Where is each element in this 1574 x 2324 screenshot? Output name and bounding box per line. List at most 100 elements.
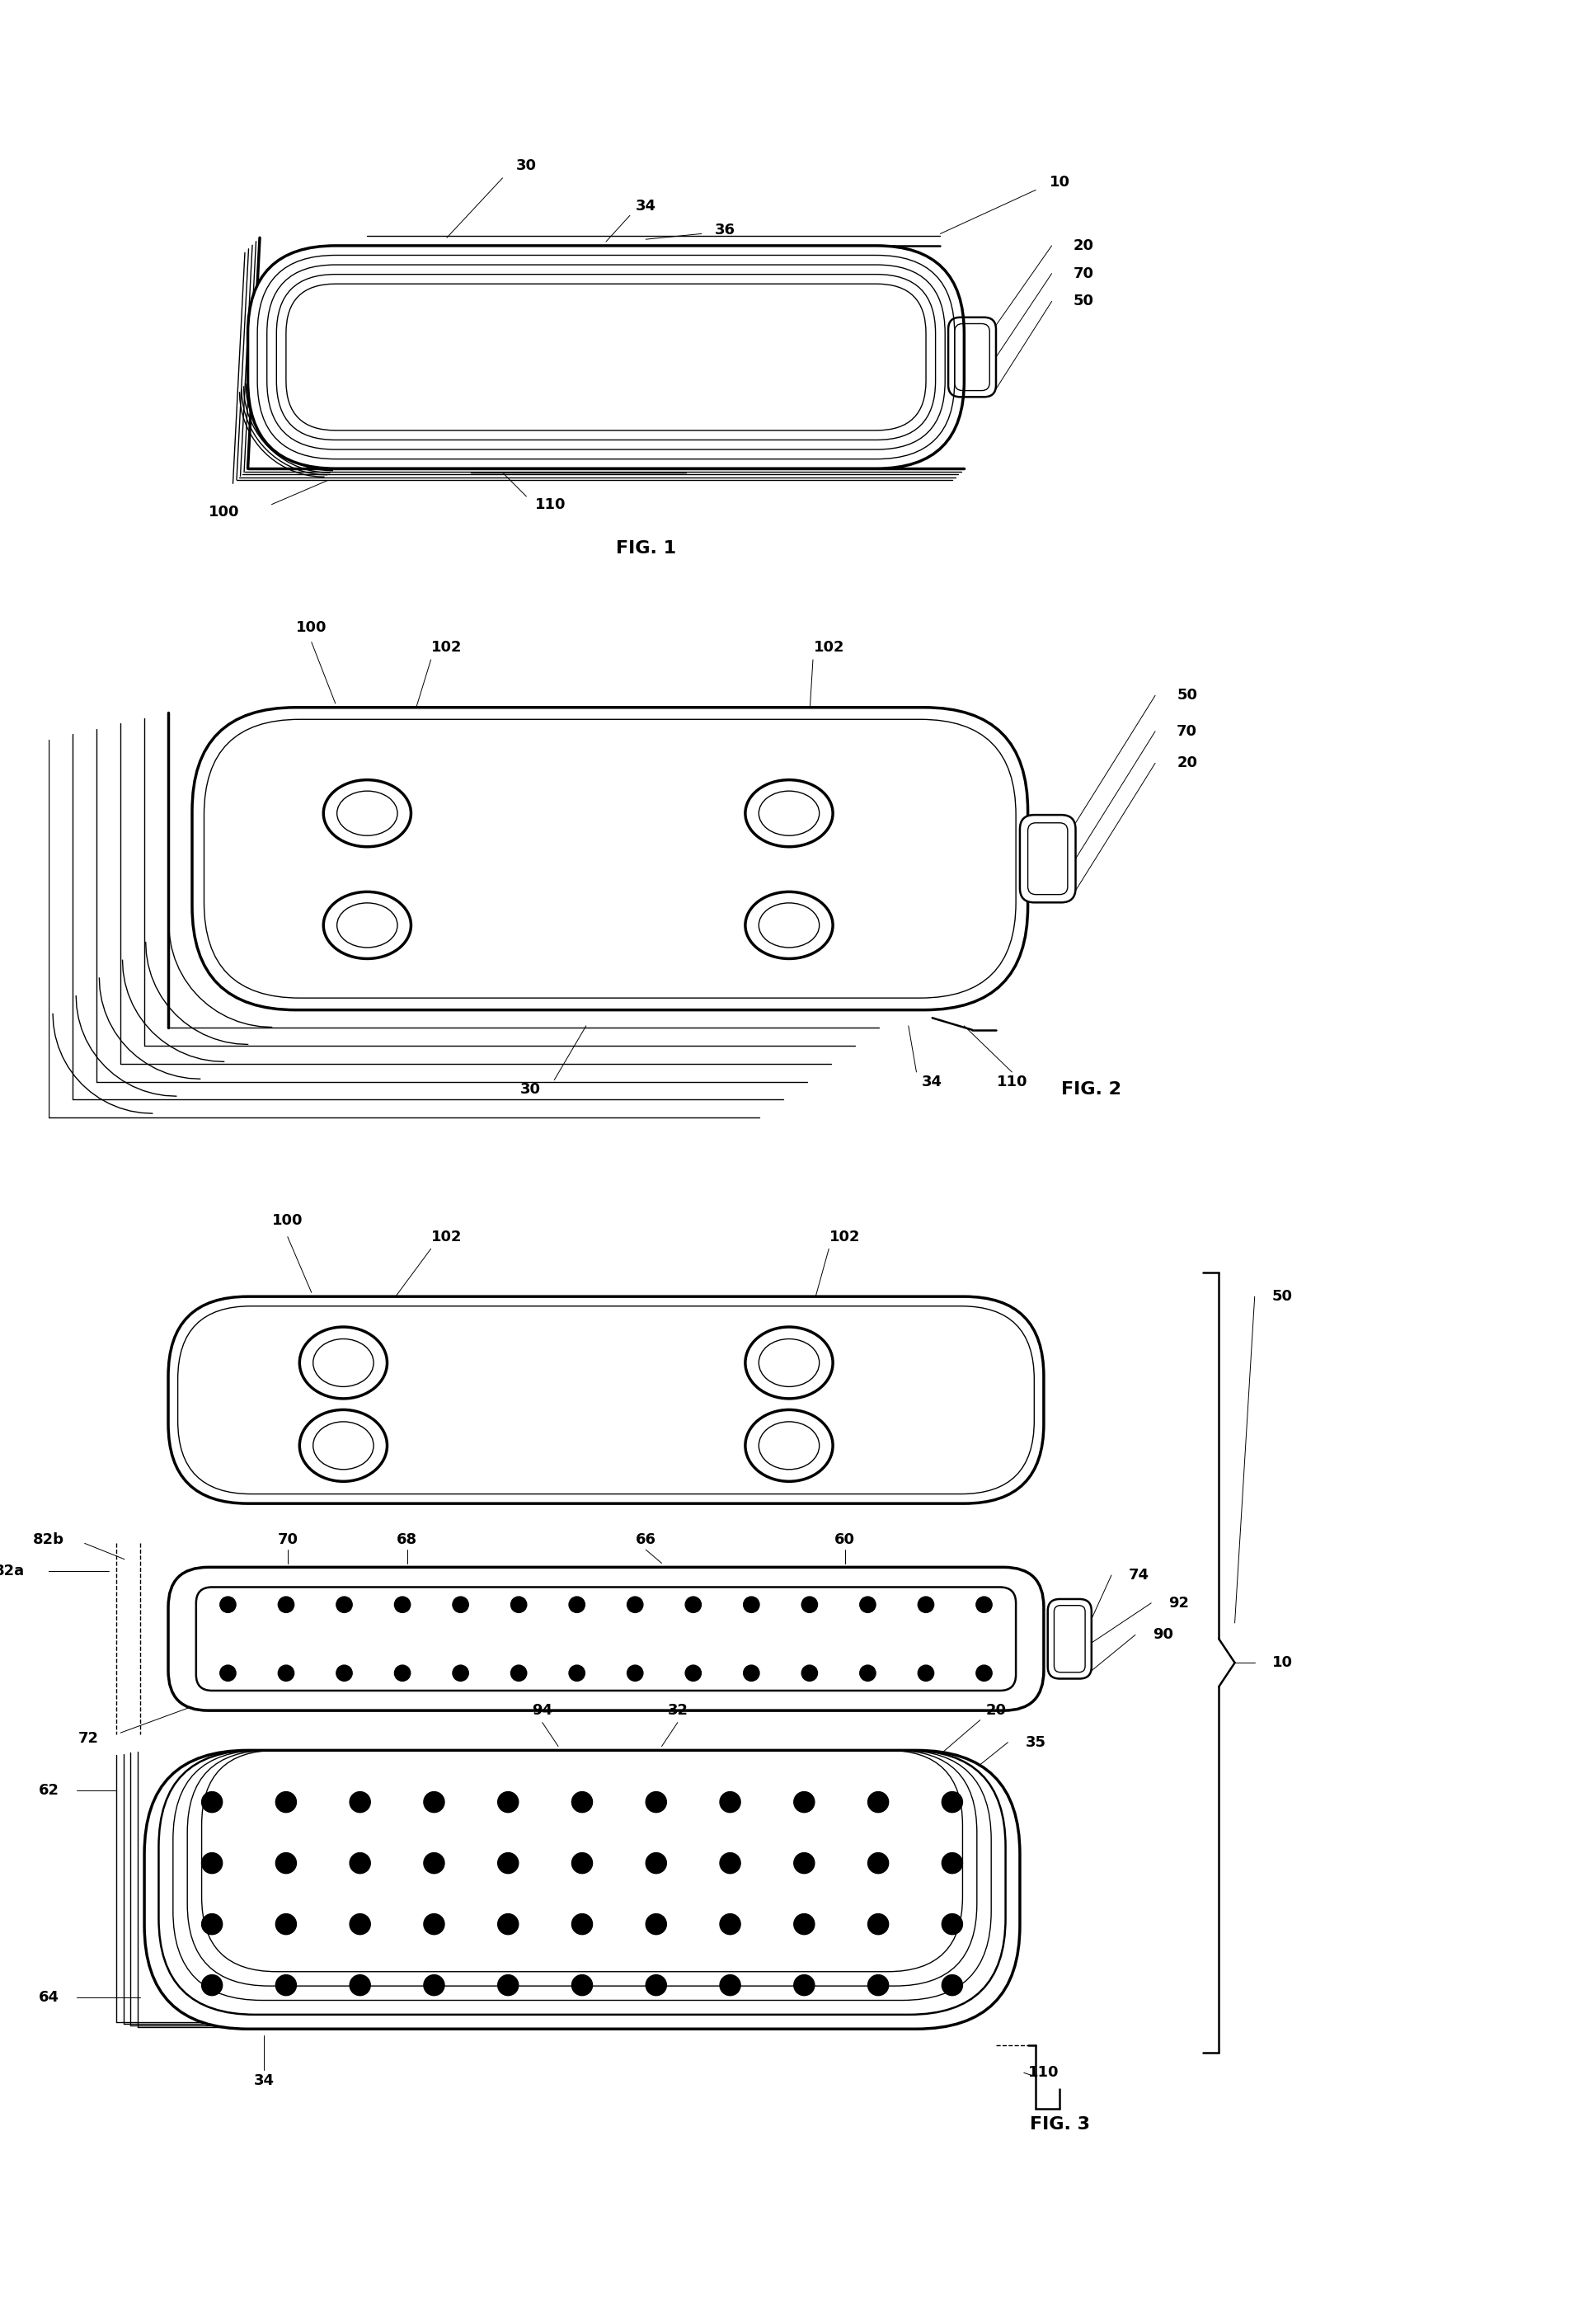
Circle shape	[395, 1664, 411, 1680]
Circle shape	[743, 1597, 759, 1613]
FancyBboxPatch shape	[168, 1297, 1044, 1504]
Circle shape	[279, 1597, 294, 1613]
Text: FIG. 1: FIG. 1	[615, 539, 675, 555]
Text: 100: 100	[272, 1213, 304, 1229]
Circle shape	[801, 1664, 817, 1680]
Circle shape	[423, 1975, 444, 1996]
Text: 10: 10	[1050, 174, 1070, 191]
Circle shape	[685, 1597, 700, 1613]
Circle shape	[220, 1597, 236, 1613]
Circle shape	[645, 1913, 666, 1934]
Ellipse shape	[745, 1411, 833, 1480]
Text: 30: 30	[516, 158, 537, 174]
Circle shape	[719, 1975, 740, 1996]
Circle shape	[568, 1597, 586, 1613]
Circle shape	[453, 1664, 469, 1680]
Circle shape	[423, 1852, 444, 1873]
Text: 70: 70	[1073, 267, 1094, 281]
Circle shape	[337, 1664, 353, 1680]
Text: 66: 66	[636, 1532, 656, 1548]
Text: 60: 60	[834, 1532, 855, 1548]
Circle shape	[743, 1664, 759, 1680]
Text: 102: 102	[431, 1229, 463, 1243]
Circle shape	[275, 1975, 296, 1996]
Circle shape	[859, 1597, 875, 1613]
Circle shape	[645, 1975, 666, 1996]
Circle shape	[793, 1975, 814, 1996]
Circle shape	[571, 1913, 592, 1934]
Circle shape	[275, 1852, 296, 1873]
Circle shape	[626, 1664, 644, 1680]
Circle shape	[220, 1664, 236, 1680]
Circle shape	[793, 1913, 814, 1934]
Circle shape	[941, 1852, 963, 1873]
FancyBboxPatch shape	[247, 246, 965, 469]
Text: FIG. 3: FIG. 3	[1029, 2117, 1089, 2133]
Text: 20: 20	[985, 1703, 1006, 1717]
Text: 20: 20	[1177, 755, 1198, 772]
Circle shape	[801, 1597, 817, 1613]
Circle shape	[793, 1792, 814, 1813]
Circle shape	[349, 1792, 370, 1813]
Circle shape	[337, 1597, 353, 1613]
Text: 110: 110	[535, 497, 565, 511]
Circle shape	[793, 1852, 814, 1873]
Text: 36: 36	[715, 223, 735, 237]
Text: 102: 102	[829, 1229, 861, 1243]
Circle shape	[201, 1852, 222, 1873]
Text: 50: 50	[1272, 1290, 1292, 1304]
Circle shape	[867, 1852, 889, 1873]
Text: 34: 34	[636, 198, 656, 214]
Text: 34: 34	[253, 2073, 274, 2089]
Ellipse shape	[299, 1411, 387, 1480]
Text: 72: 72	[79, 1731, 99, 1745]
Circle shape	[626, 1597, 644, 1613]
Text: 68: 68	[397, 1532, 417, 1548]
Ellipse shape	[745, 1327, 833, 1399]
Text: 94: 94	[532, 1703, 552, 1717]
Text: 100: 100	[208, 504, 239, 521]
Circle shape	[497, 1852, 518, 1873]
FancyBboxPatch shape	[192, 706, 1028, 1011]
Circle shape	[867, 1792, 889, 1813]
Circle shape	[859, 1664, 875, 1680]
Circle shape	[976, 1597, 992, 1613]
Text: 110: 110	[1028, 2066, 1059, 2080]
Circle shape	[941, 1913, 963, 1934]
FancyBboxPatch shape	[1020, 816, 1075, 902]
FancyBboxPatch shape	[168, 1566, 1044, 1710]
Text: 64: 64	[38, 1989, 60, 2006]
Circle shape	[201, 1792, 222, 1813]
Circle shape	[349, 1852, 370, 1873]
Text: 90: 90	[1152, 1627, 1174, 1643]
Text: 82a: 82a	[0, 1564, 24, 1578]
Text: 102: 102	[431, 641, 463, 655]
Circle shape	[275, 1792, 296, 1813]
Ellipse shape	[745, 781, 833, 846]
Text: 50: 50	[1073, 293, 1094, 309]
Circle shape	[645, 1852, 666, 1873]
Circle shape	[568, 1664, 586, 1680]
Circle shape	[279, 1664, 294, 1680]
Text: 70: 70	[1177, 723, 1198, 739]
Circle shape	[918, 1664, 933, 1680]
Text: FIG. 2: FIG. 2	[1061, 1081, 1122, 1097]
Circle shape	[201, 1975, 222, 1996]
Text: 92: 92	[1169, 1597, 1190, 1611]
Circle shape	[275, 1913, 296, 1934]
Circle shape	[497, 1913, 518, 1934]
Text: 30: 30	[519, 1083, 541, 1097]
Ellipse shape	[323, 892, 411, 960]
Text: 32: 32	[667, 1703, 688, 1717]
Text: 62: 62	[38, 1783, 60, 1796]
FancyBboxPatch shape	[145, 1750, 1020, 2029]
Circle shape	[685, 1664, 700, 1680]
Circle shape	[719, 1913, 740, 1934]
Text: 50: 50	[1177, 688, 1198, 702]
Circle shape	[571, 1975, 592, 1996]
Circle shape	[976, 1664, 992, 1680]
Circle shape	[867, 1975, 889, 1996]
Text: 110: 110	[996, 1074, 1028, 1090]
Circle shape	[941, 1792, 963, 1813]
Circle shape	[512, 1597, 527, 1613]
